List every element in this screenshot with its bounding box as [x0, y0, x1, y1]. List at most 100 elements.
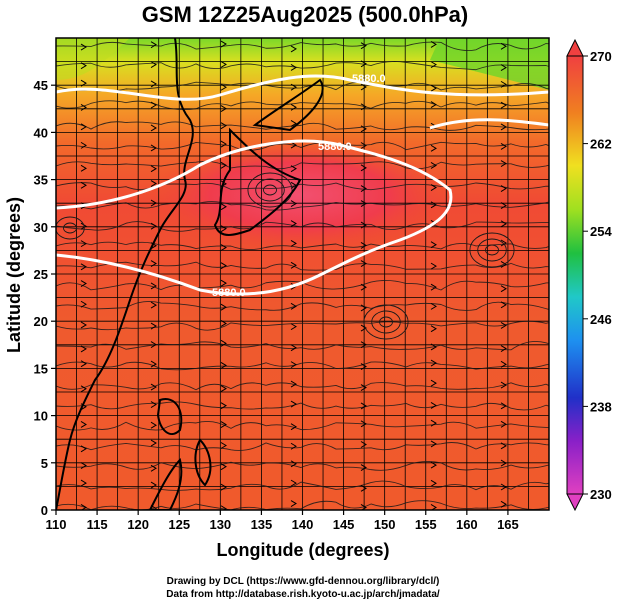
- streamline-arrow: [80, 79, 87, 87]
- streamline-arrow: [500, 123, 507, 131]
- streamline-arrow: [360, 464, 367, 471]
- streamline: [56, 182, 549, 191]
- colorbar-bottom-arrow: [566, 493, 584, 512]
- x-tick-label: 115: [87, 517, 108, 532]
- streamline-arrow: [220, 385, 227, 393]
- y-tick-label: 35: [34, 173, 48, 188]
- streamline-arrow: [220, 339, 227, 347]
- streamline-arrow: [80, 123, 87, 131]
- streamline-arrow: [150, 383, 157, 391]
- streamline-arrow: [150, 165, 157, 173]
- y-tick-label: 15: [34, 361, 48, 376]
- streamline-arrow: [80, 421, 87, 428]
- circulation-swirl: [485, 244, 499, 256]
- streamline-arrow: [80, 141, 87, 149]
- streamline-arrow: [290, 423, 297, 431]
- colorbar-tick-label: 262: [590, 137, 612, 152]
- y-tick-label: 30: [34, 220, 48, 235]
- coastline: [252, 78, 324, 132]
- streamline: [56, 320, 549, 331]
- circulation-swirl: [379, 316, 393, 328]
- streamline-arrow: [150, 464, 157, 472]
- streamline: [56, 61, 549, 71]
- streamline: [56, 341, 549, 351]
- circulation-swirl: [263, 184, 277, 196]
- circulation-swirl: [63, 222, 77, 234]
- streamline-arrow: [360, 363, 367, 370]
- streamline-arrow: [430, 402, 437, 409]
- streamline-arrow: [150, 439, 157, 447]
- streamline-arrow: [360, 185, 367, 192]
- streamline: [56, 300, 549, 311]
- colorbar-tick-label: 254: [590, 224, 612, 239]
- streamline-arrow: [80, 445, 87, 453]
- cold-region-northeast: [430, 38, 549, 90]
- x-tick-label: 110: [46, 517, 67, 532]
- streamline-arrow: [430, 419, 437, 427]
- streamline-arrow: [290, 442, 297, 450]
- coastline: [148, 458, 183, 510]
- streamline-arrow: [220, 83, 227, 91]
- y-tick-label: 45: [34, 78, 48, 93]
- contour-line-northeast: [429, 118, 549, 130]
- streamline-arrow: [290, 479, 297, 487]
- x-tick-label: 150: [374, 517, 396, 532]
- streamline: [56, 361, 549, 371]
- y-tick-label: 20: [34, 314, 48, 329]
- streamline-arrow: [500, 483, 507, 491]
- streamline-arrow: [360, 241, 367, 249]
- streamline-arrow: [150, 301, 157, 309]
- streamline: [56, 421, 549, 431]
- x-tick-label: 145: [333, 517, 355, 532]
- streamline-arrow: [360, 83, 367, 91]
- streamline-arrow: [430, 101, 437, 109]
- streamline-arrow: [360, 125, 367, 133]
- streamline-arrow: [80, 300, 87, 308]
- plot-area: [56, 38, 549, 510]
- colorbar-top-arrow: [566, 38, 584, 57]
- streamline-arrow: [500, 360, 507, 368]
- streamline-arrow: [430, 184, 437, 191]
- contour-label-center: 5880.0: [318, 141, 352, 153]
- streamline-arrow: [220, 122, 227, 130]
- contour-line-north: [56, 74, 549, 101]
- circulation-swirl: [255, 178, 285, 202]
- streamline-arrow: [500, 239, 507, 247]
- streamline: [56, 160, 549, 170]
- streamline-arrow: [500, 442, 507, 450]
- colorbar-tick-label: 246: [590, 312, 612, 327]
- streamline-arrow: [220, 361, 227, 369]
- streamline: [56, 141, 549, 151]
- streamline-arrow: [500, 301, 507, 309]
- credit-drawing: Drawing by DCL (https://www.gfd-dennou.o…: [167, 576, 440, 587]
- x-axis-ticks: 110 115 120 125 130 135 140 145 150 155 160 165: [46, 510, 519, 532]
- y-tick-label: 5: [41, 456, 48, 471]
- coastline: [213, 127, 302, 236]
- streamline: [56, 382, 549, 391]
- streamline: [56, 41, 549, 51]
- streamline-arrow: [430, 479, 437, 487]
- streamline-arrow: [430, 61, 437, 69]
- streamline-arrow: [220, 105, 227, 113]
- streamline-arrow: [290, 165, 297, 173]
- x-tick-label: 165: [497, 517, 519, 532]
- streamline-arrow: [150, 101, 157, 109]
- streamline-arrow: [360, 164, 367, 172]
- streamline-arrow: [290, 45, 297, 53]
- streamline-arrow: [430, 144, 437, 152]
- streamline-arrow: [360, 484, 367, 492]
- colorbar-ramp: [566, 55, 584, 495]
- y-axis-label: Latitude (degrees): [4, 197, 24, 353]
- streamline-arrow: [500, 285, 507, 293]
- streamline-arrow: [360, 103, 367, 111]
- streamline-arrow: [360, 384, 367, 391]
- streamline-arrow: [500, 42, 507, 50]
- streamline-arrow: [500, 500, 507, 508]
- y-tick-label: 40: [34, 125, 48, 140]
- streamline-arrow: [360, 324, 367, 332]
- streamline: [56, 81, 549, 92]
- streamline-arrow: [80, 164, 87, 172]
- streamline-arrow: [290, 380, 297, 388]
- streamline-arrow: [290, 500, 297, 507]
- coastline: [156, 398, 183, 435]
